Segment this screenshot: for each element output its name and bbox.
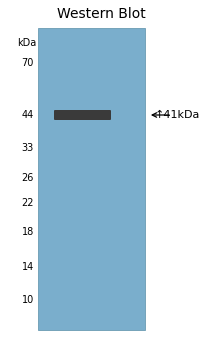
Text: kDa: kDa — [17, 38, 36, 48]
Text: 33: 33 — [22, 143, 34, 153]
Text: 14: 14 — [22, 262, 34, 272]
Bar — [38, 28, 144, 330]
Text: ↑41kDa: ↑41kDa — [154, 110, 199, 120]
Text: 70: 70 — [22, 58, 34, 68]
Text: 26: 26 — [22, 173, 34, 183]
Text: 22: 22 — [21, 198, 34, 208]
Text: Western Blot: Western Blot — [57, 7, 145, 21]
FancyBboxPatch shape — [54, 110, 110, 120]
Text: 44: 44 — [22, 110, 34, 120]
Text: 10: 10 — [22, 295, 34, 305]
Text: 18: 18 — [22, 227, 34, 237]
